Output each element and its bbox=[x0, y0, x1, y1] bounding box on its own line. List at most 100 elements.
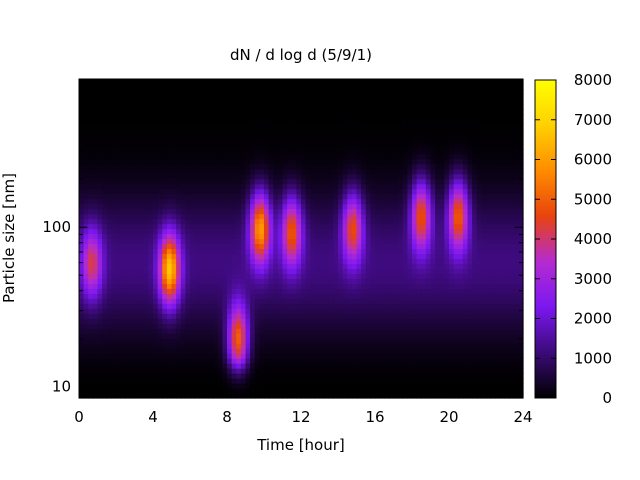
heatmap-cell bbox=[398, 373, 404, 379]
heatmap-cell bbox=[125, 338, 131, 344]
heatmap-cell bbox=[338, 303, 344, 309]
heatmap-cell bbox=[143, 153, 149, 160]
heatmap-cell bbox=[319, 93, 325, 100]
heatmap-cell bbox=[421, 228, 427, 235]
heatmap-cell bbox=[148, 333, 154, 339]
heatmap-cell bbox=[277, 148, 284, 155]
heatmap-cell bbox=[231, 233, 237, 240]
heatmap-cell bbox=[166, 173, 173, 180]
heatmap-cell bbox=[134, 148, 140, 155]
heatmap-cell bbox=[310, 258, 316, 265]
heatmap-cell bbox=[273, 263, 279, 269]
heatmap-cell bbox=[273, 208, 279, 215]
heatmap-cell bbox=[342, 83, 348, 90]
heatmap-cell bbox=[157, 168, 163, 175]
heatmap-cell bbox=[268, 88, 274, 95]
heatmap-cell bbox=[180, 203, 186, 210]
heatmap-cell bbox=[245, 363, 251, 369]
heatmap-cell bbox=[416, 138, 422, 145]
heatmap-cell bbox=[222, 138, 228, 145]
heatmap-cell bbox=[129, 138, 136, 145]
heatmap-cell bbox=[143, 163, 149, 170]
heatmap-cell bbox=[171, 133, 177, 140]
heatmap-cell bbox=[421, 193, 427, 200]
heatmap-cell bbox=[250, 288, 256, 294]
heatmap-cell bbox=[190, 258, 196, 265]
heatmap-cell bbox=[157, 178, 163, 185]
heatmap-cell bbox=[176, 348, 182, 354]
heatmap-cell bbox=[162, 218, 168, 225]
heatmap-cell bbox=[129, 128, 136, 135]
heatmap-cell bbox=[208, 343, 214, 349]
heatmap-cell bbox=[88, 198, 94, 205]
heatmap-cell bbox=[277, 118, 284, 125]
heatmap-cell bbox=[319, 123, 325, 130]
heatmap-cell bbox=[282, 348, 288, 354]
heatmap-cell bbox=[166, 153, 173, 160]
heatmap-cell bbox=[153, 233, 159, 240]
heatmap-cell bbox=[120, 178, 126, 185]
heatmap-cell bbox=[148, 353, 154, 359]
heatmap-cell bbox=[305, 378, 311, 384]
heatmap-cell bbox=[365, 393, 371, 399]
heatmap-cell bbox=[153, 203, 159, 210]
heatmap-cell bbox=[305, 283, 311, 289]
heatmap-cell bbox=[416, 303, 422, 309]
heatmap-cell bbox=[180, 233, 186, 240]
heatmap-cell bbox=[236, 383, 242, 389]
heatmap-cell bbox=[412, 79, 418, 85]
heatmap-cell bbox=[236, 393, 242, 399]
heatmap-cell bbox=[116, 213, 122, 220]
heatmap-cell bbox=[227, 83, 233, 90]
heatmap-cell bbox=[176, 338, 182, 344]
heatmap-cell bbox=[134, 323, 140, 329]
heatmap-cell bbox=[259, 103, 265, 110]
heatmap-cell bbox=[180, 108, 186, 115]
heatmap-cell bbox=[245, 188, 251, 195]
heatmap-cell bbox=[412, 353, 418, 359]
heatmap-cell bbox=[162, 348, 168, 354]
heatmap-cell bbox=[139, 108, 145, 115]
heatmap-cell bbox=[129, 258, 136, 265]
heatmap-cell bbox=[342, 353, 348, 359]
heatmap-cell bbox=[125, 163, 131, 170]
heatmap-cell bbox=[236, 283, 242, 289]
heatmap-cell bbox=[264, 278, 270, 284]
heatmap-cell bbox=[240, 333, 247, 339]
heatmap-cell bbox=[236, 203, 242, 210]
heatmap-cell bbox=[106, 79, 112, 85]
heatmap-cell bbox=[425, 348, 432, 354]
heatmap-cell bbox=[375, 158, 381, 165]
heatmap-cell bbox=[319, 208, 325, 215]
heatmap-cell bbox=[97, 243, 103, 250]
heatmap-cell bbox=[416, 98, 422, 105]
heatmap-cell bbox=[407, 158, 413, 165]
heatmap-cell bbox=[176, 283, 182, 289]
heatmap-cell bbox=[203, 193, 210, 200]
heatmap-cell bbox=[171, 298, 177, 304]
heatmap-cell bbox=[268, 158, 274, 165]
heatmap-cell bbox=[227, 168, 233, 175]
heatmap-cell bbox=[361, 328, 367, 334]
heatmap-cell bbox=[116, 358, 122, 364]
heatmap-cell bbox=[370, 113, 376, 120]
heatmap-cell bbox=[375, 278, 381, 284]
heatmap-cell bbox=[268, 233, 274, 240]
heatmap-cell bbox=[231, 393, 237, 399]
heatmap-cell bbox=[314, 108, 321, 115]
heatmap-cell bbox=[328, 373, 334, 379]
heatmap-cell bbox=[356, 188, 362, 195]
heatmap-cell bbox=[264, 173, 270, 180]
heatmap-cell bbox=[199, 88, 205, 95]
heatmap-cell bbox=[273, 93, 279, 100]
heatmap-cell bbox=[213, 178, 219, 185]
heatmap-cell bbox=[291, 138, 297, 145]
heatmap-cell bbox=[120, 123, 126, 130]
heatmap-cell bbox=[79, 218, 85, 225]
heatmap-cell bbox=[106, 343, 112, 349]
heatmap-cell bbox=[180, 79, 186, 85]
heatmap-cell bbox=[254, 143, 260, 150]
heatmap-cell bbox=[231, 348, 237, 354]
heatmap-cell bbox=[162, 328, 168, 334]
heatmap-cell bbox=[384, 368, 390, 374]
